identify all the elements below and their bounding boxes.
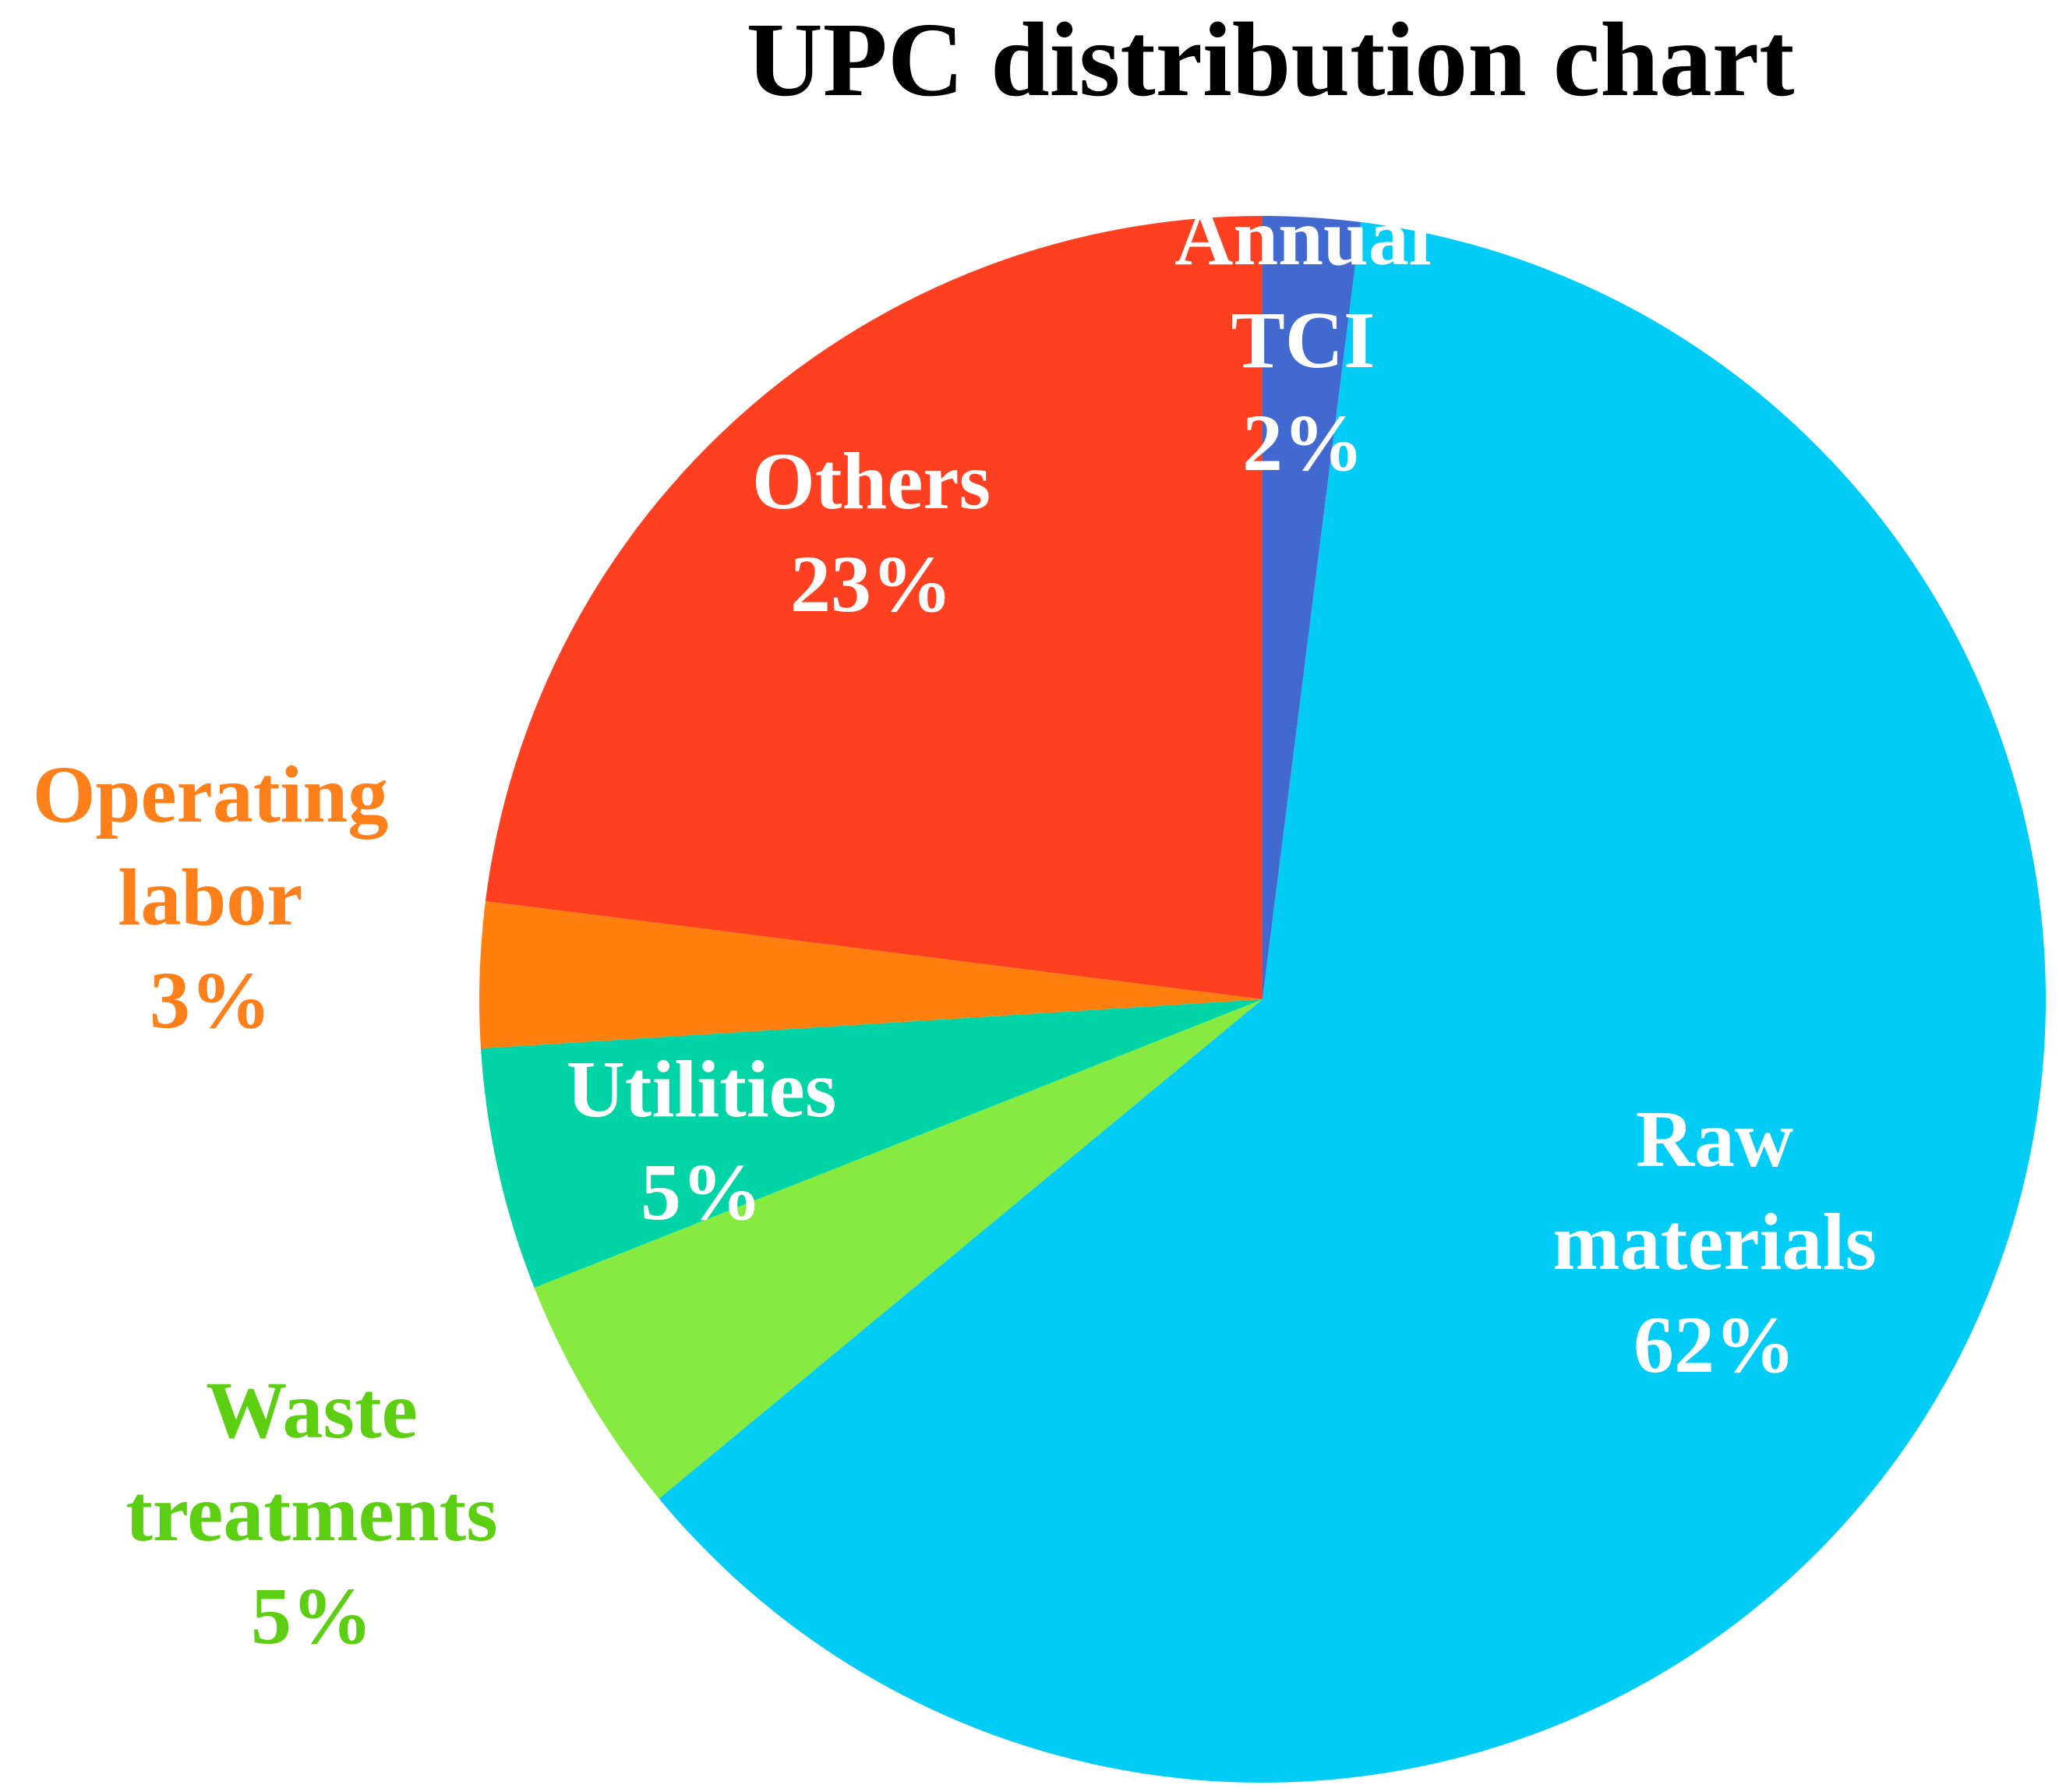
slice-label: Others 23% [752, 437, 991, 629]
pie-slice-operating-labor [479, 901, 1263, 1049]
chart-title: UPC distribution chart [747, 2, 1795, 118]
slice-percent-label: 5% [641, 1147, 762, 1237]
pie-slice-utilities [480, 999, 1263, 1288]
slice-name-label: TCI [1231, 295, 1376, 385]
slice-label: Operating labor 3% [33, 750, 388, 1045]
pie-slice-annual-tci [1263, 216, 1361, 999]
slice-label: Raw materials 62% [1552, 1094, 1877, 1390]
pie-slice-raw-materials [659, 221, 2046, 1783]
pie-slice-others [485, 216, 1263, 999]
pie-slices [479, 216, 2046, 1783]
slice-name-label: Others [752, 437, 991, 526]
pie-labels: Annual TCI 2% Raw materials 62% Waste treatment… [33, 193, 1877, 1661]
slice-percent-label: 23% [790, 539, 952, 629]
slice-percent-label: 2% [1242, 398, 1364, 488]
slice-percent-label: 5% [251, 1571, 373, 1661]
slice-name-label: materials [1552, 1197, 1877, 1287]
slice-name-label: Waste [206, 1366, 418, 1455]
slice-percent-label: 62% [1633, 1300, 1796, 1390]
slice-name-label: Utilities [567, 1044, 837, 1134]
slice-name-label: Operating [33, 750, 388, 839]
slice-label: Waste treatments 5% [125, 1366, 497, 1661]
slice-name-label: treatments [125, 1469, 497, 1558]
slice-percent-label: 3% [150, 956, 271, 1045]
slice-label: Annual TCI 2% [1174, 193, 1432, 488]
slice-label: Utilities 5% [567, 1044, 837, 1237]
slice-name-label: Raw [1636, 1094, 1793, 1184]
slice-name-label: Annual [1174, 193, 1432, 282]
pie-slice-waste-treatments [534, 999, 1263, 1499]
slice-name-label: labor [118, 853, 303, 942]
